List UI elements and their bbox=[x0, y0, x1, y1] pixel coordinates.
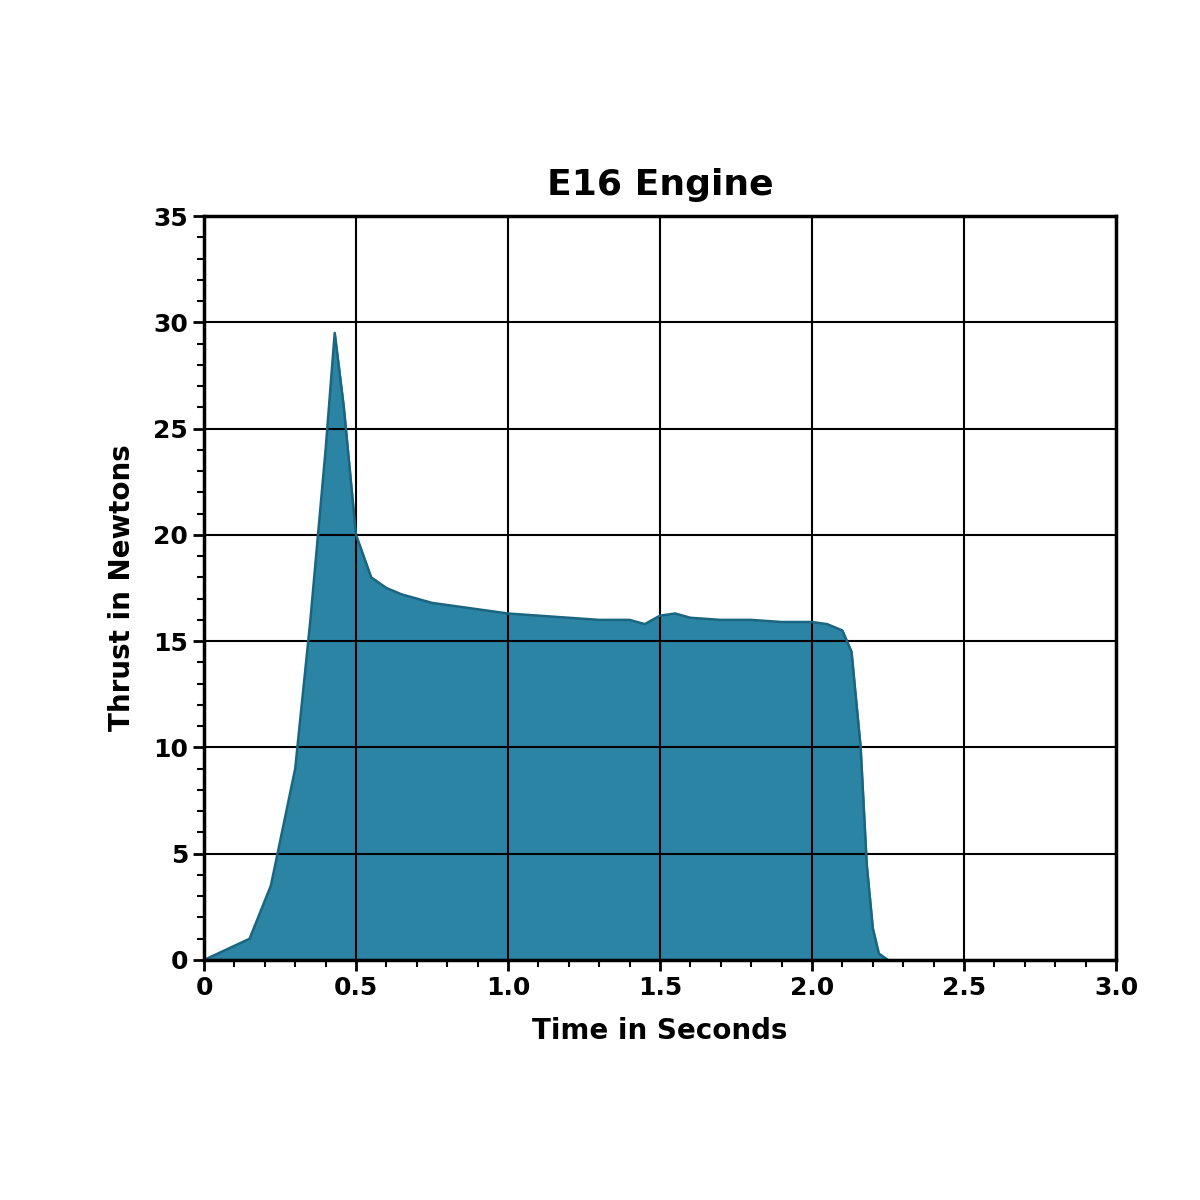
Title: E16 Engine: E16 Engine bbox=[547, 168, 773, 202]
X-axis label: Time in Seconds: Time in Seconds bbox=[533, 1016, 787, 1045]
Y-axis label: Thrust in Newtons: Thrust in Newtons bbox=[108, 445, 137, 731]
